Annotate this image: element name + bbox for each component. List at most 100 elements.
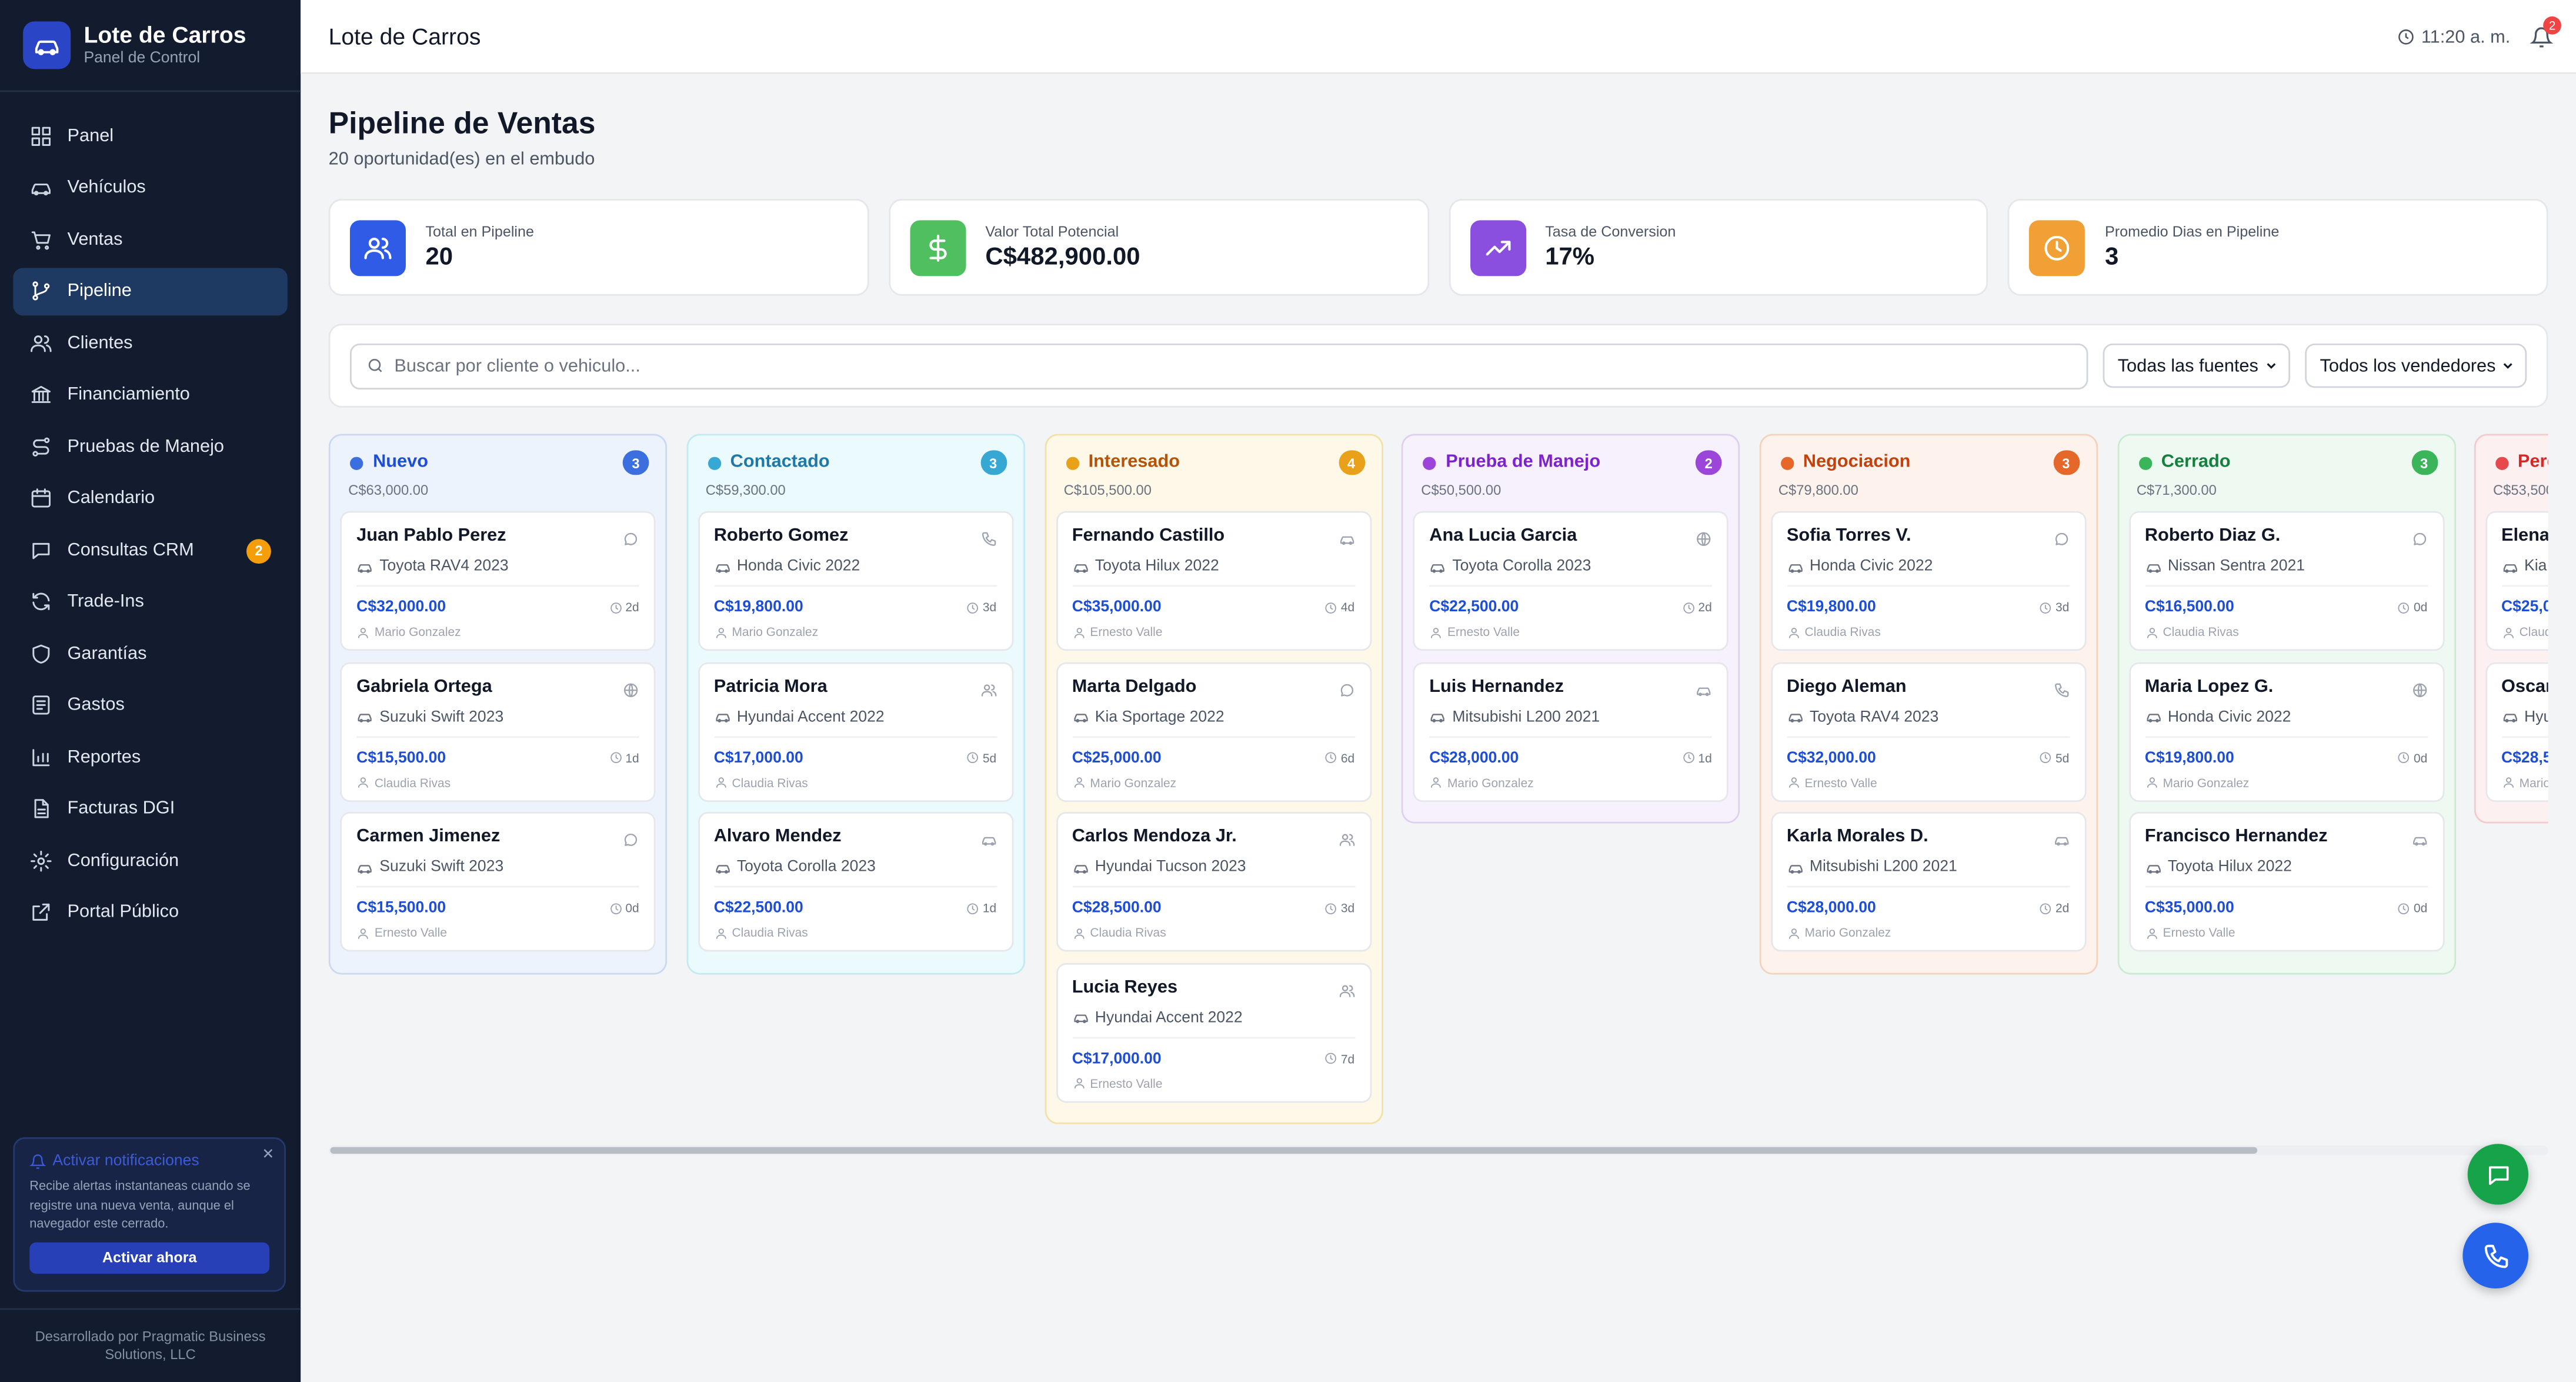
column-header: Nuevo 3 C$63,000.00	[340, 435, 655, 511]
globe-icon	[624, 682, 638, 697]
sidebar-item-financiamiento[interactable]: Financiamiento	[13, 371, 287, 418]
lead-seller: Claudia Rivas	[2145, 624, 2239, 640]
sidebar-item-configuración[interactable]: Configuración	[13, 837, 287, 884]
receipt-icon	[32, 695, 50, 715]
pipeline-column-nuevo: Nuevo 3 C$63,000.00 Juan Pablo Perez Toyota …	[328, 434, 668, 974]
lead-price: C$15,500.00	[356, 898, 446, 917]
lead-card[interactable]: Diego Aleman Toyota RAV4 2023 C$32,000.00 5…	[1770, 661, 2086, 801]
route-icon	[29, 435, 52, 458]
phone-fab-button[interactable]	[2462, 1223, 2529, 1289]
sidebar-item-portal-público[interactable]: Portal Público	[13, 888, 287, 936]
refresh-icon	[32, 592, 50, 611]
sidebar-item-facturas-dgi[interactable]: Facturas DGI	[13, 785, 287, 832]
lead-name: Maria Lopez G.	[2144, 676, 2274, 697]
column-header: Interesado 4 C$105,500.00	[1056, 435, 1371, 511]
sidebar-item-ventas[interactable]: Ventas	[13, 215, 287, 263]
lead-card[interactable]: Gabriela Ortega Suzuki Swift 2023 C$15,500…	[340, 661, 656, 801]
sidebar-item-consultas-crm[interactable]: Consultas CRM 2	[13, 526, 287, 574]
sidebar-item-calendario[interactable]: Calendario	[13, 474, 287, 522]
sidebar-item-trade-ins[interactable]: Trade-Ins	[13, 578, 287, 625]
clock-icon	[2040, 752, 2051, 764]
sidebar-item-pipeline[interactable]: Pipeline	[13, 267, 288, 315]
status-dot	[2138, 457, 2151, 470]
lead-source-icon	[623, 676, 639, 697]
card-divider	[1072, 735, 1355, 737]
car-icon	[715, 563, 729, 572]
lead-card[interactable]: Maria Lopez G. Honda Civic 2022 C$19,800.0…	[2128, 661, 2444, 801]
lead-card[interactable]: Alvaro Mendez Toyota Corolla 2023 C$22,500…	[697, 811, 1013, 952]
lead-card[interactable]: Patricia Mora Hyundai Accent 2022 C$17,000…	[697, 661, 1013, 801]
lead-seller: Ernesto Valle	[2145, 925, 2235, 940]
sidebar-item-vehículos[interactable]: Vehículos	[13, 164, 287, 211]
lead-source-icon	[1338, 676, 1354, 696]
page-title: Pipeline de Ventas	[328, 105, 596, 140]
seller-select[interactable]: Todos los vendedores	[2305, 343, 2527, 388]
lead-card[interactable]: Juan Pablo Perez Toyota RAV4 2023 C$32,000…	[340, 511, 656, 651]
stat-card: Valor Total Potencial C$482,900.00	[888, 199, 1429, 296]
lead-seller: Claudia Rivas	[1072, 925, 1166, 940]
sidebar-item-clientes[interactable]: Clientes	[13, 319, 287, 367]
stat-icon	[1469, 219, 1526, 275]
sidebar-item-panel[interactable]: Panel	[13, 112, 287, 159]
car-icon	[2054, 837, 2068, 846]
lead-vehicle: Kia Sportage 2022	[2501, 557, 2548, 575]
card-divider	[356, 585, 639, 587]
brand[interactable]: Lote de Carros Panel de Control	[0, 0, 301, 92]
chat-fab-button[interactable]	[2467, 1144, 2529, 1205]
clock-icon	[1325, 601, 1337, 613]
close-icon[interactable]: ✕	[262, 1145, 275, 1162]
status-dot	[1065, 457, 1079, 470]
lead-card[interactable]: Roberto Diaz G. Nissan Sentra 2021 C$16,50…	[2128, 511, 2444, 651]
lead-card[interactable]: Francisco Hernandez Toyota Hilux 2022 C$35…	[2128, 811, 2444, 952]
lead-price: C$22,500.00	[713, 898, 803, 917]
sidebar-item-gastos[interactable]: Gastos	[13, 681, 287, 729]
scrollbar-thumb[interactable]	[330, 1147, 2258, 1154]
lead-card[interactable]: Carlos Mendoza Jr. Hyundai Tucson 2023 C$2…	[1055, 811, 1372, 952]
card-divider	[1786, 885, 2070, 888]
pipeline-column-prueba-de-manejo: Prueba de Manejo 2 C$50,500.00 Ana Lucia Ga…	[1401, 434, 1740, 824]
lead-card[interactable]: Karla Morales D. Mitsubishi L200 2021 C$28…	[1770, 811, 2086, 952]
vehicle-label: Honda Civic 2022	[2167, 707, 2291, 726]
lead-source-icon	[2411, 827, 2427, 846]
sidebar-item-label: Garantías	[67, 643, 147, 664]
lead-card[interactable]: Sofia Torres V. Honda Civic 2022 C$19,800.…	[1770, 511, 2086, 651]
days-label: 3d	[982, 600, 997, 615]
column-count-badge: 4	[1338, 450, 1364, 475]
lead-card[interactable]: Carmen Jimenez Suzuki Swift 2023 C$15,500.…	[340, 811, 656, 952]
lead-price: C$16,500.00	[2144, 598, 2234, 617]
seller-label: Claudia Rivas	[2519, 624, 2548, 640]
car-icon	[1073, 1014, 1087, 1024]
vehicle-label: Honda Civic 2022	[736, 557, 860, 575]
source-select[interactable]: Todas las fuentes	[2103, 343, 2291, 388]
chat-icon	[2413, 532, 2425, 545]
notifications-bell-button[interactable]: 2	[2530, 15, 2561, 48]
days-label: 2d	[625, 600, 639, 615]
notification-text: Recibe alertas instantaneas cuando se re…	[29, 1178, 251, 1231]
lead-card[interactable]: Fernando Castillo Toyota Hilux 2022 C$35,0…	[1055, 511, 1372, 651]
user-icon	[2146, 777, 2157, 788]
lead-vehicle: Kia Sportage 2022	[1072, 708, 1354, 725]
column-count-badge: 3	[2053, 450, 2080, 475]
lead-card[interactable]: Oscar Ramirez Hyundai Tucson 2023 C$28,500…	[2485, 661, 2548, 801]
sidebar-item-garantías[interactable]: Garantías	[13, 630, 287, 677]
stat-value: C$482,900.00	[985, 243, 1140, 271]
car-icon	[2412, 837, 2426, 846]
lead-card[interactable]: Luis Hernandez Mitsubishi L200 2021 C$28,0…	[1413, 661, 1729, 801]
vehicle-label: Mitsubishi L200 2021	[1809, 858, 1957, 876]
lead-card[interactable]: Roberto Gomez Honda Civic 2022 C$19,800.00…	[697, 511, 1013, 651]
users-icon	[1339, 984, 1354, 997]
lead-card[interactable]: Ana Lucia Garcia Toyota Corolla 2023 C$22,…	[1413, 511, 1729, 651]
lead-card[interactable]: Elena Castro Kia Sportage 2022 C$25,000.00…	[2485, 511, 2548, 651]
activate-notifications-button[interactable]: Activar ahora	[29, 1241, 270, 1273]
sidebar-item-reportes[interactable]: Reportes	[13, 733, 287, 781]
horizontal-scrollbar[interactable]	[328, 1145, 2548, 1155]
stat-card: Promedio Dias en Pipeline 3	[2008, 199, 2548, 296]
search-input[interactable]: Buscar por cliente o vehiculo...	[349, 342, 2088, 389]
lead-card[interactable]: Marta Delgado Kia Sportage 2022 C$25,000.0…	[1055, 661, 1372, 801]
lead-price: C$22,500.00	[1429, 598, 1519, 617]
sidebar-item-pruebas-de-manejo[interactable]: Pruebas de Manejo	[13, 422, 287, 470]
stat-icon	[909, 219, 966, 275]
lead-source-icon	[980, 827, 996, 846]
lead-card[interactable]: Lucia Reyes Hyundai Accent 2022 C$17,000.0…	[1055, 962, 1372, 1102]
seller-label: Ernesto Valle	[1090, 1075, 1163, 1091]
